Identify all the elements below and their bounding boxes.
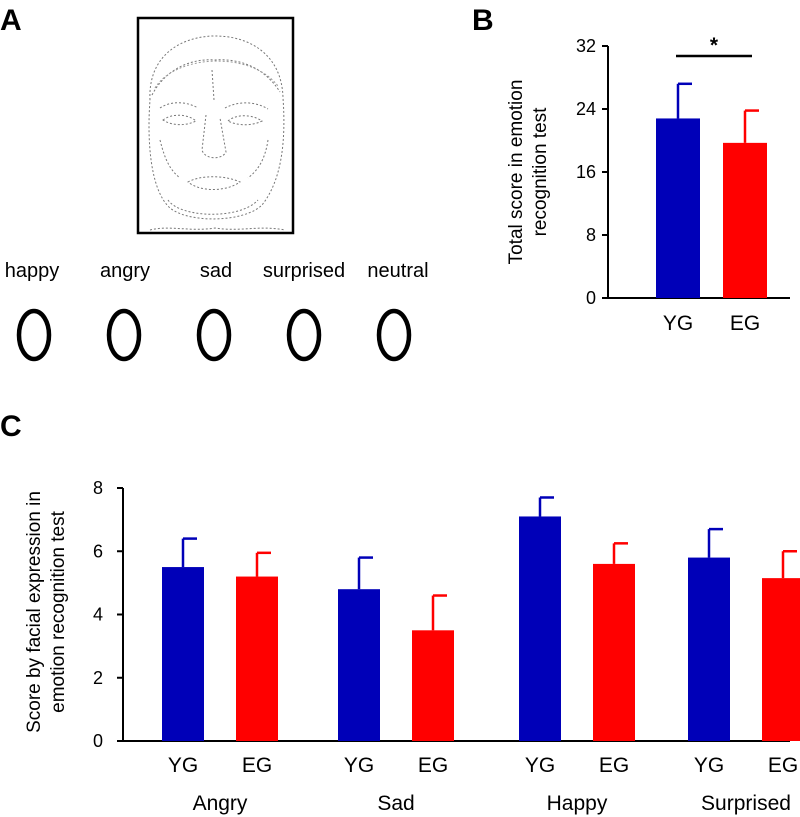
panel-c-label: C — [0, 410, 22, 443]
bar-sad-yg — [338, 589, 380, 741]
group-label: Sad — [377, 792, 414, 815]
option-label: angry — [100, 260, 150, 282]
y-axis-title: Total score in emotion recognition test — [506, 80, 551, 265]
group-label: Happy — [547, 792, 608, 815]
option-label: sad — [200, 260, 232, 282]
x-tick-label: YG — [525, 754, 555, 777]
y-tick-label: 32 — [576, 36, 596, 56]
y-axis-title-line: Score by facial expression in — [24, 491, 45, 733]
answer-options: happy angry sad surprised neutral — [5, 260, 429, 362]
y-tick-label: 8 — [93, 478, 103, 498]
option-neutral[interactable]: neutral — [367, 260, 429, 362]
bar-happy-eg — [593, 563, 635, 741]
x-tick-label: YG — [663, 312, 693, 335]
x-tick-label: YG — [694, 754, 724, 777]
y-tick-label: 16 — [576, 162, 596, 182]
x-tick-label: EG — [418, 754, 448, 777]
y-axis-title-line: emotion recognition test — [48, 510, 69, 712]
panel-a-label: A — [0, 4, 22, 37]
chart-b: 0 8 16 24 32 YG EG * Total score in emotion recog… — [506, 34, 790, 335]
bar-angry-yg — [162, 567, 204, 741]
option-circle[interactable] — [376, 308, 412, 362]
face-sketch — [136, 16, 295, 235]
bar-happy-yg — [519, 516, 561, 741]
bar-angry-eg — [236, 576, 278, 741]
option-label: surprised — [263, 260, 345, 282]
bar-eg — [723, 142, 767, 298]
group-label: Surprised — [701, 792, 791, 815]
option-sad[interactable]: sad — [196, 260, 232, 362]
bar-surprised-eg — [762, 578, 800, 741]
bar-yg — [656, 118, 700, 298]
y-tick-label: 4 — [93, 605, 103, 625]
x-tick-label: EG — [599, 754, 629, 777]
option-angry[interactable]: angry — [100, 260, 150, 362]
x-tick-label: EG — [242, 754, 272, 777]
y-tick-label: 24 — [576, 99, 596, 119]
y-axis-title-line: Total score in emotion — [506, 80, 527, 265]
y-tick-label: 8 — [586, 225, 596, 245]
option-circle[interactable] — [106, 308, 142, 362]
y-tick-label: 0 — [93, 731, 103, 751]
bar-surprised-yg — [688, 557, 730, 741]
y-tick-label: 0 — [586, 288, 596, 308]
group-label: Angry — [193, 792, 248, 815]
y-axis-title-line: recognition test — [530, 107, 551, 237]
x-tick-label: EG — [768, 754, 798, 777]
panel-b-label: B — [472, 4, 494, 37]
option-circle[interactable] — [286, 308, 322, 362]
option-circle[interactable] — [16, 308, 52, 362]
option-label: neutral — [367, 260, 428, 282]
option-circle[interactable] — [196, 308, 232, 362]
option-surprised[interactable]: surprised — [263, 260, 345, 362]
x-tick-label: YG — [168, 754, 198, 777]
option-happy[interactable]: happy — [5, 260, 60, 362]
x-tick-label: EG — [730, 312, 760, 335]
y-axis-title: Score by facial expression in emotion rec… — [24, 491, 69, 733]
y-tick-label: 6 — [93, 541, 103, 561]
x-tick-label: YG — [344, 754, 374, 777]
y-tick-label: 2 — [93, 668, 103, 688]
significance-marker: * — [710, 34, 719, 57]
bar-sad-eg — [412, 630, 454, 741]
option-label: happy — [5, 260, 60, 282]
